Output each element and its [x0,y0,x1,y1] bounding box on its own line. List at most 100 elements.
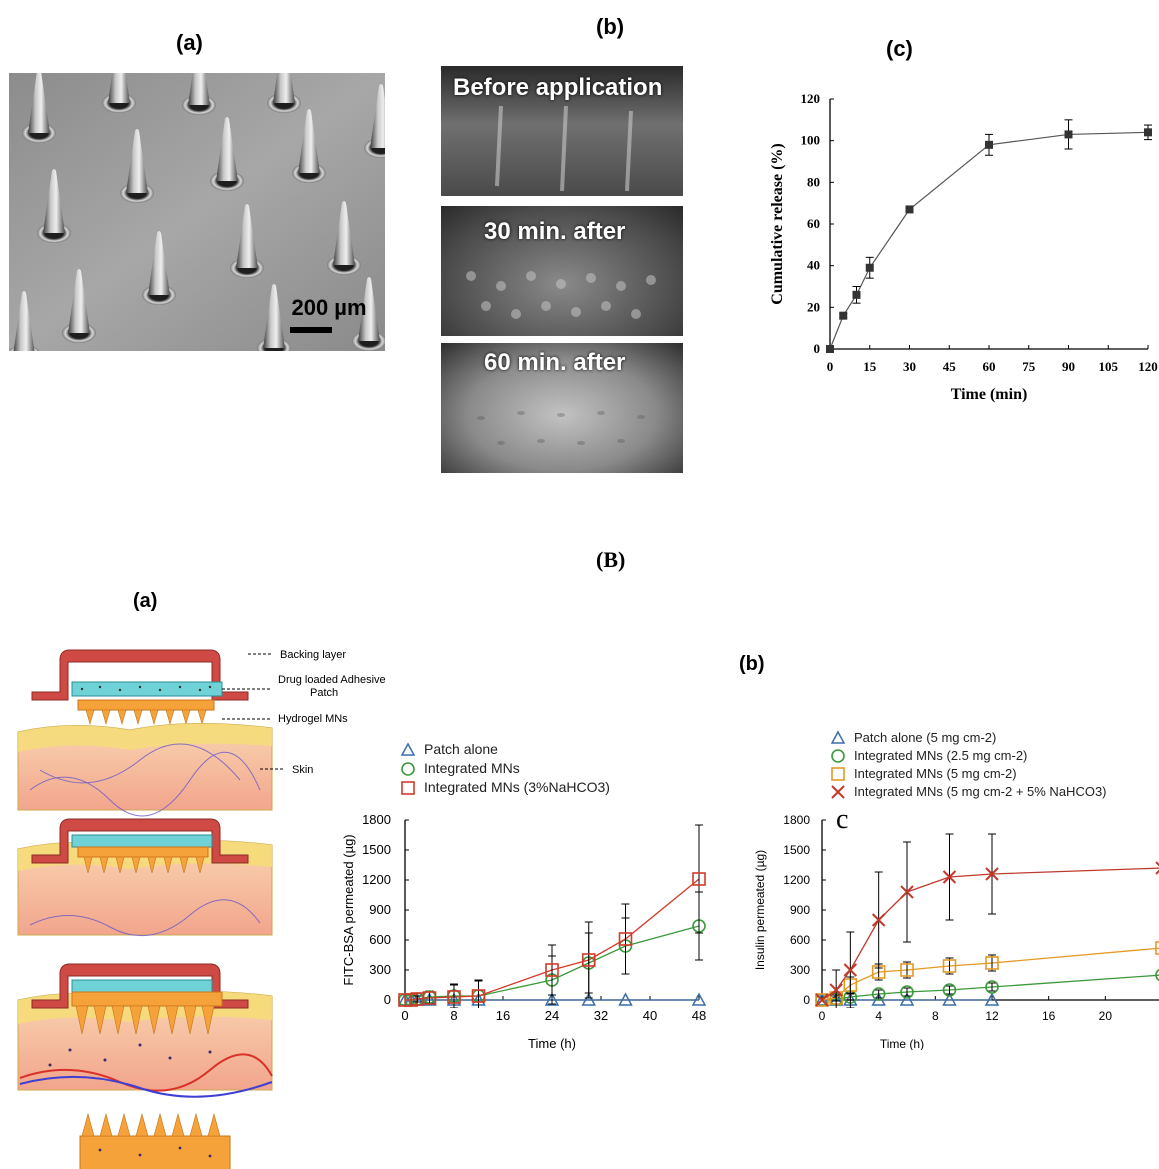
data-point [900,963,914,977]
y-tick-label: 1800 [362,812,391,827]
data-point [942,983,957,997]
series-line-2 [821,947,1159,1001]
photo-30-min: 30 min. after [441,206,683,336]
legend: Patch alone (5 mg cm-2) Integrated MNs (2… [830,730,1107,799]
legend-label: Integrated MNs (5 mg cm-2) [854,766,1017,781]
x-tick-label: 8 [450,1008,457,1023]
frame-caption-30min: 30 min. after [484,218,626,245]
x-tick-label: 16 [496,1008,510,1023]
y-tick-label: 1200 [362,872,391,887]
data-point [843,963,858,977]
legend-label: Integrated MNs (2.5 mg cm-2) [854,748,1027,763]
legend-marker [831,785,845,799]
data-point [544,992,560,1006]
x-tick-label: 48 [692,1008,706,1023]
frame-caption-before: Before application [453,74,663,101]
y-tick-label: 0 [803,993,810,1007]
legend-marker [400,742,416,756]
x-axis-title: Time (h) [528,1036,576,1051]
legend-label: Integrated MNs (5 mg cm-2 + 5% NaHCO3) [854,784,1107,799]
y-tick-label: 1800 [783,813,810,827]
data-point [691,992,707,1006]
frame-caption-60min: 60 min. after [484,349,626,376]
x-tick-label: 45 [943,359,957,374]
panel-b-label: (b) [596,14,625,39]
photo-before-application: Before application [441,66,683,196]
data-point [447,990,461,1004]
y-tick-label: 1500 [783,843,810,857]
y-tick-label: 80 [807,174,820,189]
data-point [985,867,999,881]
x-axis-title: Time (h) [880,1037,924,1050]
label-backing-layer: Backing layer [280,649,346,661]
x-tick-label: 75 [1022,359,1036,374]
y-tick-label: 20 [807,299,820,314]
panel-c-label: (c) [886,36,913,61]
data-point [581,953,596,967]
data-point [900,985,914,999]
y-tick-label: 120 [801,91,821,106]
lower-b-label: (b) [739,653,765,675]
y-tick-label: 900 [790,903,810,917]
legend-marker [401,762,415,776]
plot-area [826,119,1152,353]
y-tick-label: 300 [790,963,810,977]
y-tick-label: 0 [814,341,821,356]
data-point [422,991,437,1005]
section-b-label: (B) [596,547,626,572]
y-tick-label: 1500 [362,842,391,857]
x-tick-label: 0 [819,1009,826,1023]
x-tick-label: 20 [1099,1009,1113,1023]
label-drug-loaded-line2: Patch [310,687,338,699]
data-point [871,987,886,1001]
x-tick-label: 16 [1042,1009,1056,1023]
series-line-1 [821,974,1159,1001]
y-tick-label: 0 [384,992,391,1007]
data-point [899,992,915,1006]
x-axis-title: Time (min) [951,386,1028,403]
x-tick-label: 105 [1099,359,1119,374]
legend-marker [830,730,846,744]
scale-bar [290,327,332,333]
legend-marker [831,749,845,763]
panel-a-label: (a) [176,30,203,55]
x-tick-label: 60 [983,359,996,374]
legend-marker [401,781,415,795]
y-tick-label: 300 [369,962,391,977]
y-tick-label: 900 [369,902,391,917]
data-point [871,913,886,927]
data-point [545,963,559,977]
data-point [815,993,829,1007]
x-tick-label: 4 [875,1009,882,1023]
x-tick-label: 32 [594,1008,608,1023]
data-point [985,956,999,970]
legend-label: Integrated MNs (3%NaHCO3) [424,779,610,795]
data-point [839,311,848,320]
data-point [618,932,633,946]
x-tick-label: 12 [985,1009,999,1023]
sem-microneedle-image: 200 µm [9,73,385,351]
y-axis-title: FITC-BSA permeated (µg) [341,834,356,985]
data-point [942,870,957,884]
y-tick-label: 60 [807,216,820,231]
data-point [1155,861,1159,875]
data-point [865,263,874,272]
data-point [852,290,861,299]
series-line-0 [829,131,1149,350]
data-point [900,885,914,899]
data-point [1155,941,1159,955]
y-axis-title: Cumulative release (%) [769,143,786,304]
data-point [692,872,706,886]
x-tick-label: 120 [1138,359,1158,374]
legend-label: Patch alone (5 mg cm-2) [854,730,996,745]
data-point [905,205,914,214]
x-tick-label: 0 [401,1008,408,1023]
plot-area [397,824,707,1008]
x-tick-label: 90 [1062,359,1075,374]
data-point [984,992,1000,1006]
series-line-3 [821,867,1159,1001]
legend-label: Integrated MNs [424,760,520,776]
data-point [422,992,437,1006]
data-point [942,959,957,973]
y-axis-title: Insulin permeated (µg) [753,850,767,970]
